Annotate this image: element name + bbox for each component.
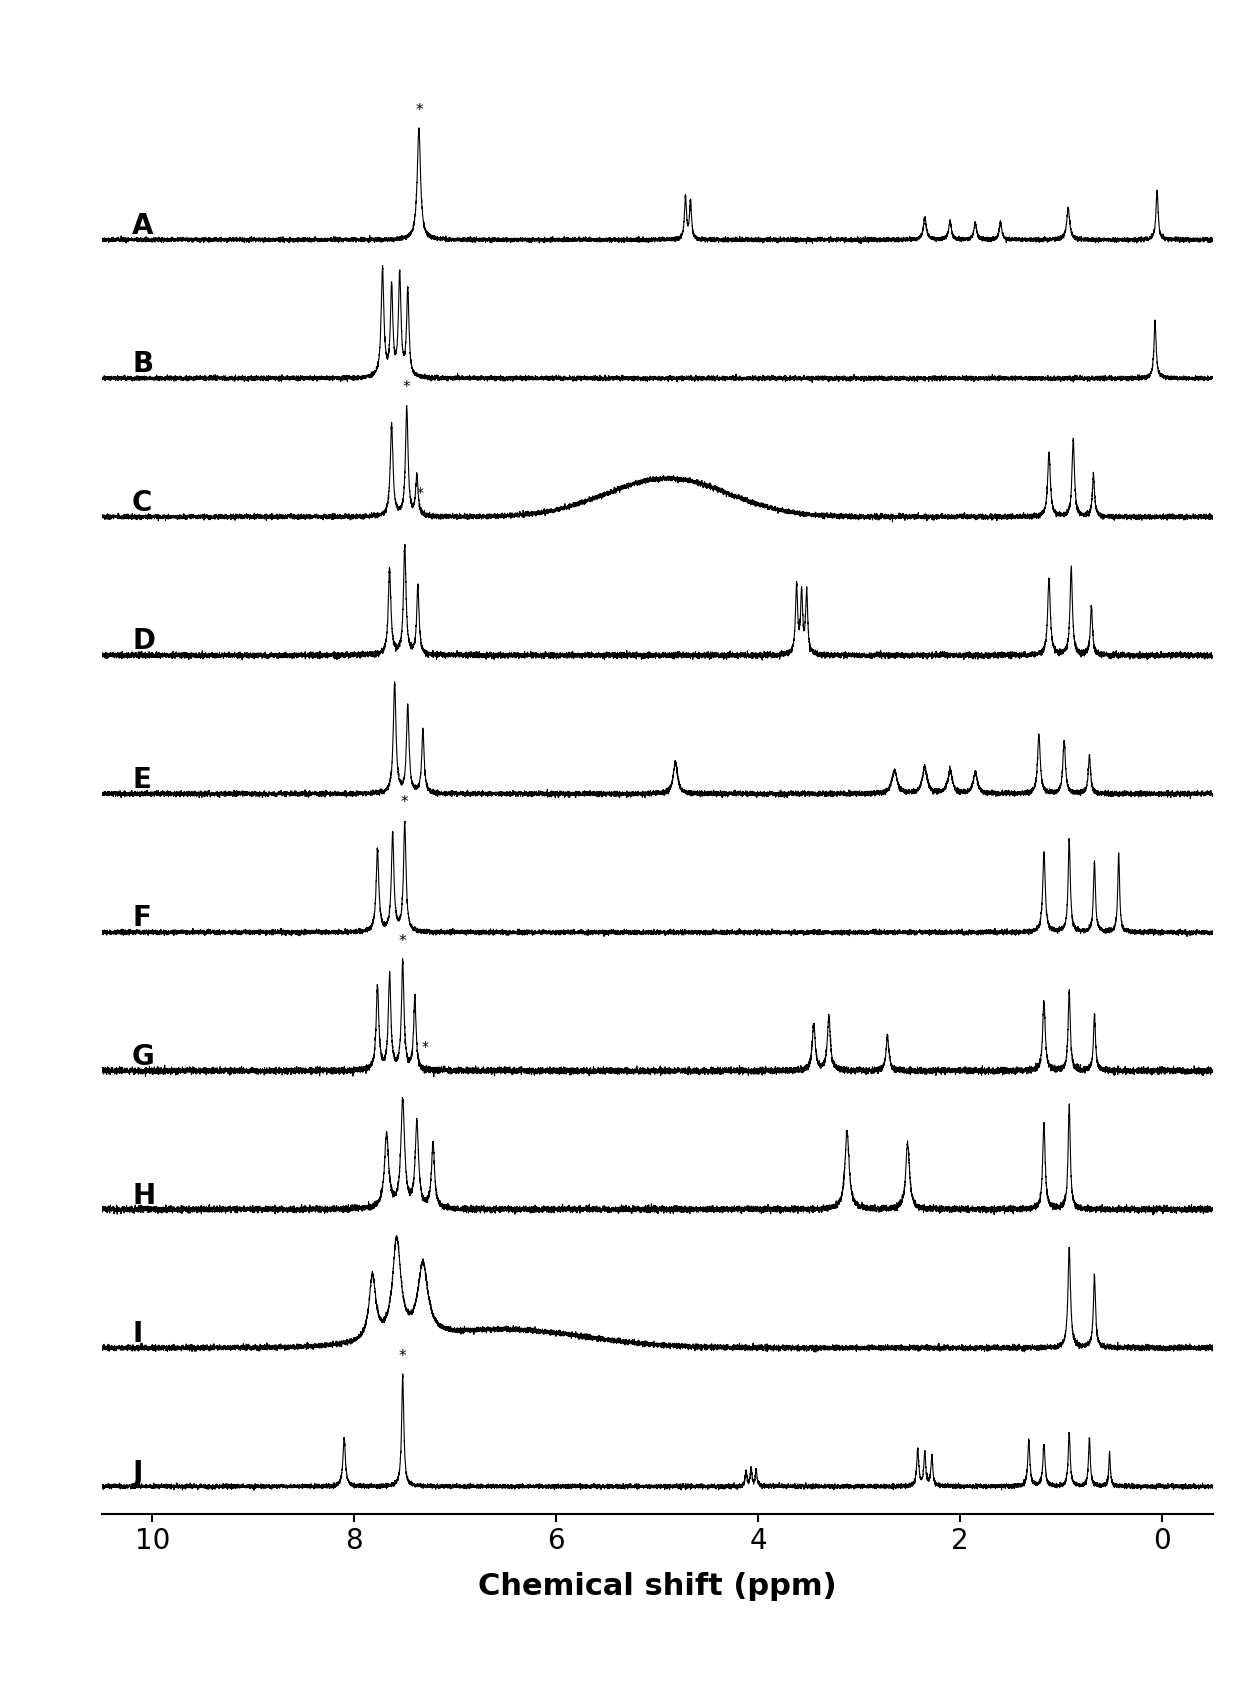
Text: *: * bbox=[401, 796, 408, 810]
Text: *: * bbox=[403, 379, 410, 395]
Text: D: D bbox=[133, 628, 155, 655]
Text: *: * bbox=[399, 1349, 407, 1364]
Text: C: C bbox=[133, 488, 153, 517]
Text: *: * bbox=[417, 486, 423, 500]
Text: A: A bbox=[133, 213, 154, 240]
Text: F: F bbox=[133, 905, 151, 932]
X-axis label: Chemical shift (ppm): Chemical shift (ppm) bbox=[477, 1572, 837, 1601]
Text: B: B bbox=[133, 350, 154, 378]
Text: H: H bbox=[133, 1182, 155, 1209]
Text: J: J bbox=[133, 1458, 143, 1487]
Text: G: G bbox=[133, 1043, 155, 1072]
Text: *: * bbox=[399, 934, 407, 949]
Text: I: I bbox=[133, 1320, 143, 1347]
Text: *: * bbox=[415, 102, 423, 117]
Text: E: E bbox=[133, 765, 151, 794]
Text: *: * bbox=[422, 1041, 429, 1055]
